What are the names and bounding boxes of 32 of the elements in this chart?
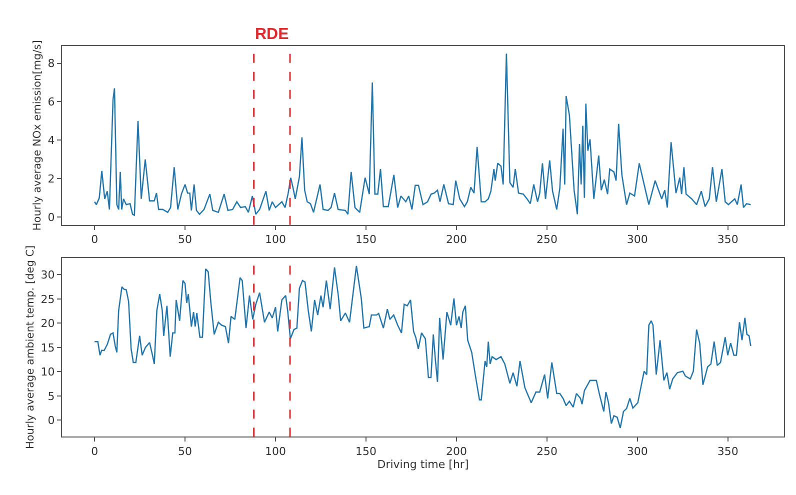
y-tick-label: 5 <box>48 390 55 403</box>
x-tick-label: 300 <box>626 233 648 246</box>
x-tick-label: 300 <box>626 444 648 458</box>
x-tick-label: 100 <box>265 233 286 246</box>
x-tick-label: 350 <box>717 233 738 246</box>
y-tick-label: 15 <box>40 341 55 354</box>
y-tick-label: 4 <box>48 134 55 148</box>
y-axis-title: Hourly average NOx emission[mg/s] <box>32 40 44 231</box>
y-tick-label: 25 <box>40 292 55 306</box>
x-tick-label: 50 <box>178 444 192 458</box>
y-tick-label: 20 <box>40 317 55 330</box>
y-axis-title: Hourly average ambient temp. [deg C] <box>24 245 37 450</box>
x-tick-label: 150 <box>356 444 376 458</box>
x-tick-label: 350 <box>717 444 738 458</box>
y-tick-label: 0 <box>48 414 55 428</box>
x-axis-title: Driving time [hr] <box>377 458 469 471</box>
x-tick-label: 250 <box>536 233 558 246</box>
x-tick-label: 250 <box>536 444 558 458</box>
x-tick-label: 100 <box>265 444 286 458</box>
x-tick-label: 50 <box>178 233 192 246</box>
y-tick-label: 2 <box>48 172 55 186</box>
x-tick-label: 0 <box>91 444 98 458</box>
x-tick-label: 150 <box>356 233 376 246</box>
x-tick-label: 200 <box>446 233 467 246</box>
y-tick-label: 6 <box>48 96 55 109</box>
y-tick-label: 10 <box>40 366 55 379</box>
text: RDE <box>255 26 290 43</box>
y-tick-label: 30 <box>40 268 55 282</box>
y-tick-label: 0 <box>48 211 55 224</box>
x-tick-label: 0 <box>91 233 98 246</box>
x-tick-label: 200 <box>446 444 467 458</box>
y-tick-label: 8 <box>48 57 55 70</box>
